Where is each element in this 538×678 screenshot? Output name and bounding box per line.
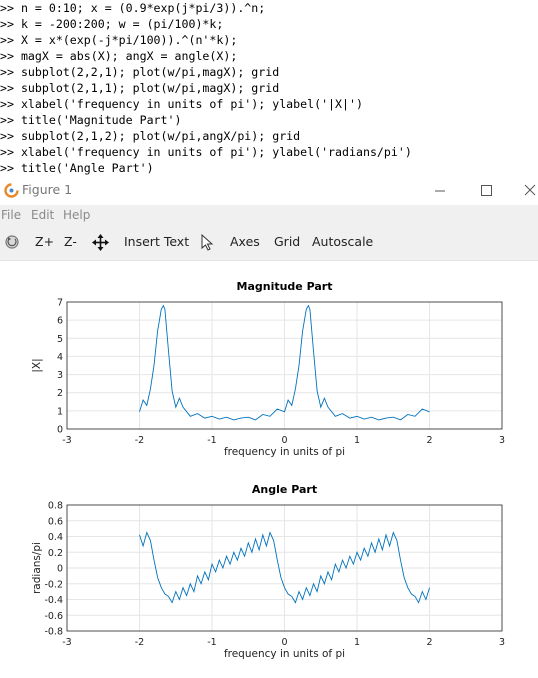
console-line: >> xlabel('frequency in units of pi'); y… <box>0 145 412 159</box>
zoom-out-button[interactable]: Z- <box>64 234 77 249</box>
y-tick-label: 0 <box>57 564 63 575</box>
console-line: >> k = -200:200; w = (pi/100)*k; <box>0 17 224 31</box>
x-tick-label: 0 <box>281 637 287 648</box>
window-titlebar[interactable]: Figure 1 <box>0 178 538 205</box>
maximize-icon[interactable] <box>478 182 494 198</box>
pointer-icon[interactable] <box>200 233 214 252</box>
x-tick-label: 2 <box>426 435 432 446</box>
y-tick-label: 3 <box>57 370 63 381</box>
x-tick-label: 2 <box>426 637 432 648</box>
rotate-icon[interactable] <box>4 234 20 250</box>
y-axis-label: |X| <box>31 358 43 372</box>
menu-edit[interactable]: Edit <box>31 208 55 222</box>
y-tick-label: 0.2 <box>48 548 63 559</box>
y-tick-label: 0.6 <box>48 516 63 527</box>
x-tick-label: -3 <box>62 637 71 648</box>
x-tick-label: -2 <box>135 435 144 446</box>
plot-area[interactable]: -3 -2 -1 0 1 2 3 0 1 2 3 4 5 6 7 Magnitude Part frequenc… <box>0 261 538 674</box>
series-line <box>139 531 430 604</box>
pan-icon[interactable] <box>92 234 109 251</box>
console-line: >> title('Magnitude Part') <box>0 113 182 127</box>
x-axis-label: frequency in units of pi <box>224 648 345 660</box>
insert-text-button[interactable]: Insert Text <box>124 234 190 249</box>
x-axis-label: frequency in units of pi <box>224 446 345 458</box>
console-line: >> subplot(2,1,1); plot(w/pi,magX); grid <box>0 81 280 95</box>
console-line: >> xlabel('frequency in units of pi'); y… <box>0 97 363 111</box>
y-tick-label: 6 <box>57 316 63 327</box>
octave-logo-icon <box>4 183 19 198</box>
console-line: >> n = 0:10; x = (0.9*exp(j*pi/3)).^n; <box>0 1 266 15</box>
y-tick-label: 0.4 <box>48 532 63 543</box>
close-icon[interactable] <box>522 182 538 198</box>
axes-box <box>66 504 503 632</box>
y-tick-label: -0.6 <box>44 611 63 622</box>
console-line: >> magX = abs(X); angX = angle(X); <box>0 49 238 63</box>
menu-file[interactable]: File <box>1 208 22 222</box>
y-tick-label: -0.8 <box>44 627 63 638</box>
x-tick-label: -3 <box>62 435 71 446</box>
window-title: Figure 1 <box>22 182 73 197</box>
y-tick-label: -0.2 <box>44 579 63 590</box>
y-tick-label: 0 <box>57 425 63 436</box>
axes-box <box>66 301 503 430</box>
console-line: >> X = x*(exp(-j*pi/100)).^(n'*k); <box>0 33 238 47</box>
x-tick-label: -1 <box>207 637 216 648</box>
series-line <box>139 304 430 421</box>
y-tick-label: 2 <box>57 388 63 399</box>
axes-button[interactable]: Axes <box>230 234 260 249</box>
x-tick-label: -2 <box>135 637 144 648</box>
figure-toolbar: Z+ Z- Insert Text Axes Grid Autoscale <box>0 226 538 261</box>
x-tick-label: 0 <box>281 435 287 446</box>
chart-title: Magnitude Part <box>237 280 333 293</box>
minimize-icon[interactable] <box>432 182 448 198</box>
console-line: >> subplot(2,2,1); plot(w/pi,magX); grid <box>0 65 280 79</box>
menu-bar: File Edit Help <box>0 205 538 226</box>
grid-button[interactable]: Grid <box>274 234 301 249</box>
command-console[interactable]: >> n = 0:10; x = (0.9*exp(j*pi/3)).^n; >… <box>0 0 538 178</box>
console-line: >> title('Angle Part') <box>0 161 154 175</box>
autoscale-button[interactable]: Autoscale <box>312 234 374 249</box>
console-line: >> subplot(2,1,2); plot(w/pi,angX/pi); g… <box>0 129 301 143</box>
y-tick-label: 4 <box>57 352 63 363</box>
x-tick-label: -1 <box>207 435 216 446</box>
y-tick-label: 5 <box>57 334 63 345</box>
x-tick-label: 3 <box>499 435 505 446</box>
zoom-in-button[interactable]: Z+ <box>35 234 55 249</box>
x-tick-label: 1 <box>354 435 360 446</box>
y-tick-label: 7 <box>57 298 63 309</box>
x-tick-label: 3 <box>499 637 505 648</box>
y-axis-label: radians/pi <box>31 542 43 594</box>
menu-help[interactable]: Help <box>63 208 91 222</box>
chart-title: Angle Part <box>252 483 317 496</box>
y-tick-label: -0.4 <box>44 595 63 606</box>
figure-canvas[interactable]: -3 -2 -1 0 1 2 3 0 1 2 3 4 5 6 7 Magnitude Part frequenc… <box>0 261 538 674</box>
y-tick-label: 1 <box>57 406 63 417</box>
y-tick-label: 0.8 <box>48 501 63 512</box>
x-tick-label: 1 <box>354 637 360 648</box>
